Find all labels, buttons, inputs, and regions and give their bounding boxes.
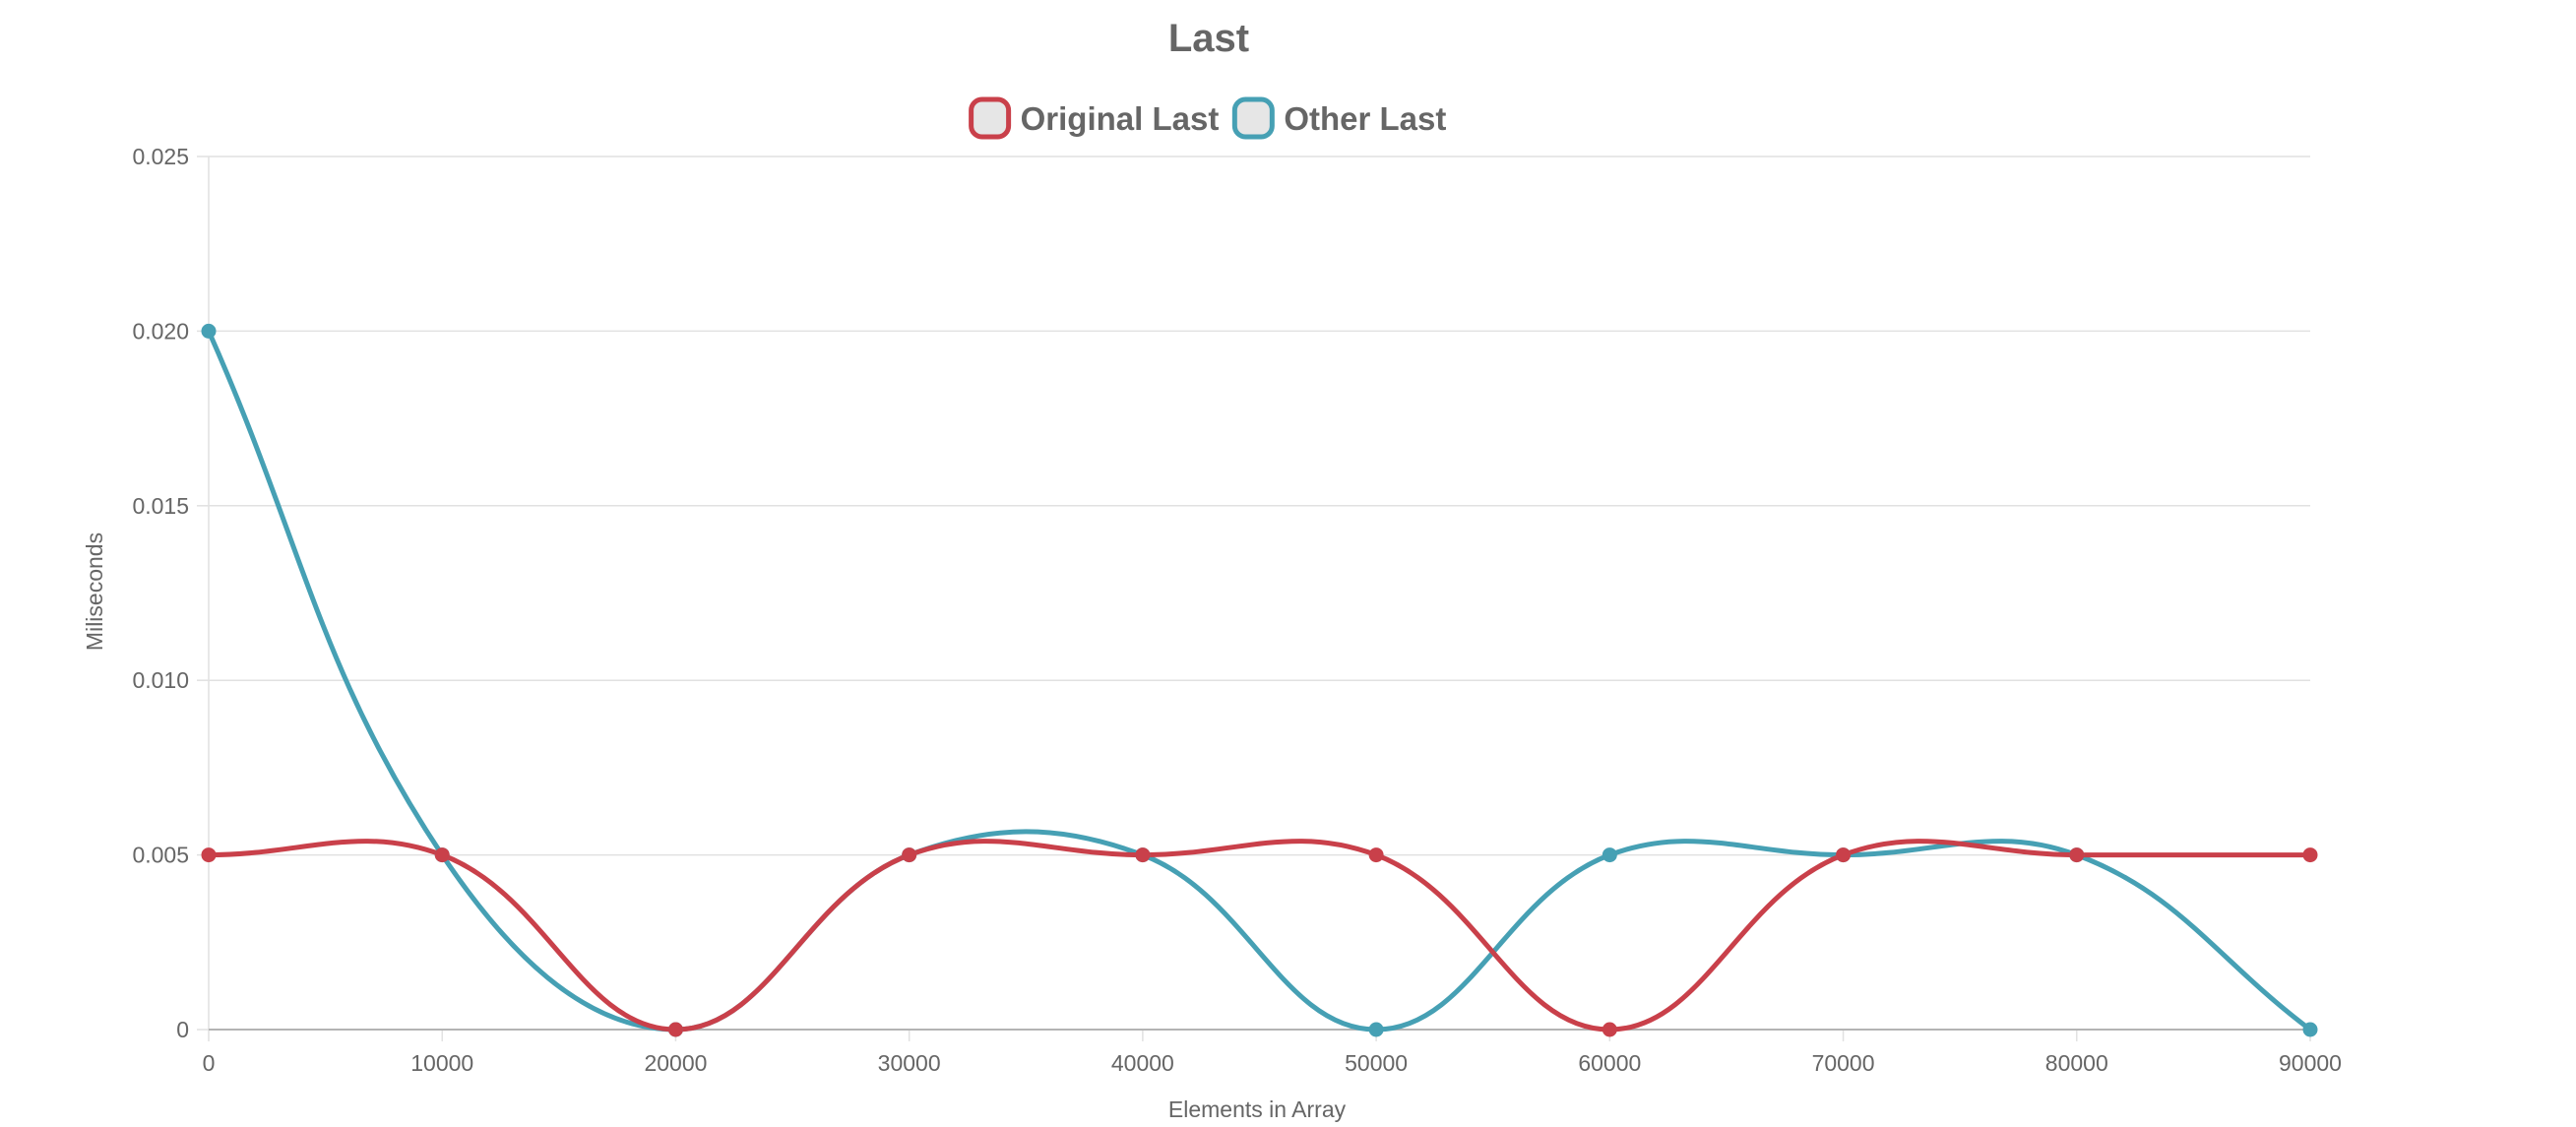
- y-tick-label: 0.025: [132, 144, 189, 169]
- x-tick-label: 90000: [2279, 1050, 2342, 1076]
- y-tick-label: 0.020: [132, 318, 189, 344]
- x-tick-label: 0: [203, 1050, 216, 1076]
- data-point: [1368, 1022, 1384, 1037]
- legend-item: Original Last: [969, 96, 1220, 140]
- y-tick-label: 0.010: [132, 667, 189, 693]
- y-tick-label: 0.015: [132, 493, 189, 519]
- data-point: [1602, 1022, 1617, 1037]
- grid-lines: [197, 156, 2311, 1041]
- legend-swatch: [969, 96, 1012, 140]
- x-tick-label: 30000: [878, 1050, 941, 1076]
- series-lines: [206, 328, 2313, 1033]
- x-axis-title: Elements in Array: [1168, 1096, 1347, 1122]
- data-point: [2302, 1022, 2318, 1037]
- x-tick-label: 10000: [410, 1050, 473, 1076]
- y-axis-ticks: 0 0.005 0.010 0.015 0.020 0.025: [132, 144, 189, 1042]
- data-point: [201, 323, 217, 339]
- data-point: [902, 847, 917, 863]
- y-tick-label: 0.005: [132, 843, 189, 868]
- data-point: [2069, 847, 2085, 863]
- x-axis-ticks: 0 10000 20000 30000 40000 50000 60000 70000 8000…: [203, 1050, 2342, 1076]
- chart-title: Last: [1168, 17, 1249, 60]
- legend-item: Other Last: [1231, 96, 1446, 140]
- x-tick-label: 40000: [1111, 1050, 1174, 1076]
- series-points: [201, 323, 2318, 1037]
- x-tick-label: 20000: [644, 1050, 707, 1076]
- data-point: [1135, 847, 1151, 863]
- x-tick-label: 50000: [1345, 1050, 1408, 1076]
- data-point: [434, 847, 450, 863]
- data-point: [1836, 847, 1852, 863]
- data-point: [2302, 847, 2318, 863]
- series-line-original-last: [206, 839, 2313, 1033]
- data-point: [667, 1022, 683, 1037]
- series-line-other-last: [206, 328, 2313, 1033]
- x-tick-label: 60000: [1578, 1050, 1641, 1076]
- legend: Original Last Other Last: [969, 96, 1446, 140]
- x-tick-label: 70000: [1812, 1050, 1875, 1076]
- data-point: [1602, 847, 1617, 863]
- x-tick-label: 80000: [2045, 1050, 2108, 1076]
- y-tick-label: 0: [176, 1017, 189, 1042]
- axes: [208, 157, 2310, 1031]
- legend-label: Original Last: [1021, 100, 1220, 137]
- data-point: [201, 847, 217, 863]
- legend-swatch: [1231, 96, 1275, 140]
- y-axis-title: Miliseconds: [82, 532, 107, 651]
- legend-label: Other Last: [1284, 100, 1446, 137]
- data-point: [1368, 847, 1384, 863]
